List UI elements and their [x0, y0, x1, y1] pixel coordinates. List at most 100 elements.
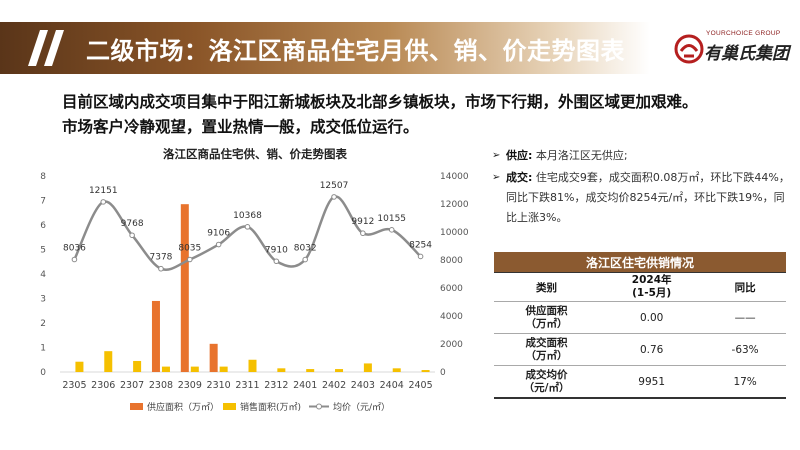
price-label: 8035	[178, 244, 201, 254]
bullet-lead: 供应:	[506, 149, 533, 162]
bullet-supply: ➢ 供应: 本月洛江区无供应;	[492, 146, 792, 166]
right-axis-tick: 2000	[440, 340, 463, 350]
left-axis-tick: 5	[40, 246, 46, 256]
right-axis-tick: 14000	[440, 172, 469, 182]
arrow-bullet-icon: ➢	[492, 150, 501, 161]
price-line	[73, 195, 422, 271]
row-yoy: 17%	[704, 365, 786, 399]
legend-sales-swatch	[223, 403, 236, 410]
summary-line-2: 市场客户冷静观望，置业热情一般，成交低位运行。	[62, 118, 419, 136]
sales-bar	[248, 359, 257, 372]
logo-chinese: 有巢氏集团	[704, 44, 789, 64]
table-header-yoy: 同比	[704, 272, 786, 302]
sales-bar	[219, 366, 228, 372]
price-label: 9768	[121, 219, 144, 229]
left-axis-tick: 8	[40, 172, 46, 182]
category-label: 2305	[62, 380, 86, 391]
left-axis-tick: 7	[40, 197, 46, 207]
category-label: 2306	[91, 380, 115, 391]
legend-supply-label: 供应面积（万㎡）	[147, 401, 219, 413]
row-yoy: -63%	[704, 333, 786, 366]
price-label: 10368	[233, 211, 262, 221]
summary-text: 目前区域内成交项目集中于阳江新城板块及北部乡镇板块，市场下行期，外围区域更加艰难…	[62, 90, 782, 140]
right-axis-tick: 12000	[440, 200, 469, 210]
table-header-period: 2024年 (1-5月)	[599, 272, 705, 302]
price-point	[71, 256, 78, 263]
category-label: 2308	[149, 380, 173, 391]
price-point	[129, 232, 135, 239]
table-header-category: 类别	[494, 272, 600, 302]
price-label: 9106	[207, 229, 230, 239]
supply-bar	[209, 343, 218, 372]
price-point	[360, 230, 366, 237]
page-title: 二级市场：洛江区商品住宅月供、销、价走势图表	[86, 37, 625, 65]
category-label: 2403	[351, 380, 375, 391]
price-label: 8036	[63, 243, 86, 253]
price-point	[244, 224, 251, 230]
price-point	[215, 241, 222, 248]
logo-mark-icon	[674, 34, 704, 64]
price-point	[158, 265, 164, 272]
row-label: 成交面积 （万㎡）	[494, 333, 600, 366]
bullet-lead: 成交:	[506, 171, 533, 184]
analysis-bullets: ➢ 供应: 本月洛江区无供应; ➢ 成交: 住宅成交9套，成交面积0.08万㎡，…	[492, 146, 792, 230]
row-yoy: ——	[704, 301, 786, 334]
category-label: 2309	[178, 380, 202, 391]
left-axis-tick: 1	[40, 344, 46, 354]
sales-bar	[392, 368, 401, 372]
category-label: 2310	[207, 380, 231, 391]
left-axis-tick: 2	[40, 319, 46, 329]
header: 二级市场：洛江区商品住宅月供、销、价走势图表 YOURCHOICE GROUP …	[0, 22, 800, 74]
price-point	[417, 253, 424, 260]
right-axis-tick: 0	[440, 368, 446, 378]
price-label: 12151	[89, 186, 118, 196]
company-logo: YOURCHOICE GROUP 有巢氏集团	[672, 28, 792, 72]
category-label: 2401	[293, 380, 317, 391]
sales-bar	[75, 361, 84, 372]
price-point	[187, 256, 193, 263]
price-point	[331, 194, 337, 200]
price-point	[388, 227, 395, 233]
table-caption: 洛江区住宅供销情况	[494, 252, 786, 273]
stripes-icon	[28, 30, 64, 66]
title-banner: 二级市场：洛江区商品住宅月供、销、价走势图表	[0, 22, 650, 74]
price-label: 8032	[294, 244, 317, 254]
price-point	[273, 258, 280, 265]
row-value: 0.76	[599, 333, 705, 366]
chart-title: 洛江区商品住宅供、销、价走势图表	[163, 147, 347, 161]
supply-bar	[180, 204, 189, 372]
row-label: 供应面积 （万㎡）	[494, 301, 600, 334]
category-label: 2312	[264, 380, 288, 391]
sales-bar	[133, 360, 142, 372]
row-label: 成交均价 （元/㎡）	[494, 365, 600, 399]
logo-english: YOURCHOICE GROUP	[706, 30, 781, 37]
right-axis-tick: 4000	[440, 312, 463, 322]
sales-bar	[277, 368, 286, 372]
table-row: 供应面积 （万㎡） 0.00 ——	[494, 301, 786, 334]
arrow-bullet-icon: ➢	[492, 172, 501, 183]
supply-sales-table: 洛江区住宅供销情况 类别 2024年 (1-5月) 同比 供应面积 （万㎡） 0…	[494, 252, 786, 399]
price-point	[302, 256, 308, 263]
right-axis-tick: 8000	[440, 256, 463, 266]
row-value: 0.00	[599, 301, 705, 334]
sales-bar	[363, 363, 372, 372]
sales-bar	[161, 366, 170, 372]
left-axis-tick: 6	[40, 221, 46, 231]
category-label: 2402	[322, 380, 346, 391]
category-label: 2307	[120, 380, 144, 391]
row-value: 9951	[599, 365, 705, 399]
right-axis-tick: 6000	[440, 284, 463, 294]
right-axis-tick: 10000	[440, 228, 469, 238]
sales-bar	[421, 370, 430, 372]
sales-bar	[104, 351, 113, 372]
left-axis-tick: 4	[40, 270, 46, 280]
bullet-text: 本月洛江区无供应;	[532, 149, 628, 162]
legend-supply-swatch	[130, 403, 143, 410]
price-label: 9912	[351, 217, 374, 227]
left-axis-tick: 0	[40, 368, 46, 378]
legend-sales-label: 销售面积(万㎡)	[240, 401, 301, 413]
table-row: 成交面积 （万㎡） 0.76 -63%	[494, 333, 786, 366]
price-label: 8254	[409, 240, 432, 250]
summary-line-1: 目前区域内成交项目集中于阳江新城板块及北部乡镇板块，市场下行期，外围区域更加艰难…	[62, 93, 698, 111]
sales-bar	[306, 369, 315, 372]
